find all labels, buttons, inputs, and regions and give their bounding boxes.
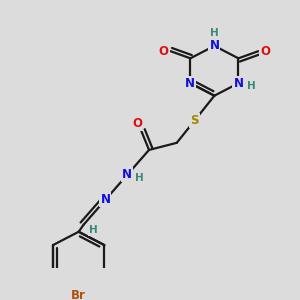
Text: H: H: [247, 81, 256, 91]
Text: N: N: [122, 168, 132, 181]
Text: N: N: [100, 193, 110, 206]
Text: S: S: [190, 114, 199, 127]
Text: O: O: [159, 45, 169, 58]
Text: N: N: [209, 39, 219, 52]
Text: Br: Br: [71, 289, 86, 300]
Text: H: H: [210, 28, 219, 38]
Text: H: H: [135, 173, 143, 183]
Text: H: H: [89, 225, 98, 235]
Text: O: O: [260, 45, 270, 58]
Text: O: O: [132, 117, 142, 130]
Text: N: N: [185, 77, 195, 90]
Text: N: N: [233, 77, 243, 90]
